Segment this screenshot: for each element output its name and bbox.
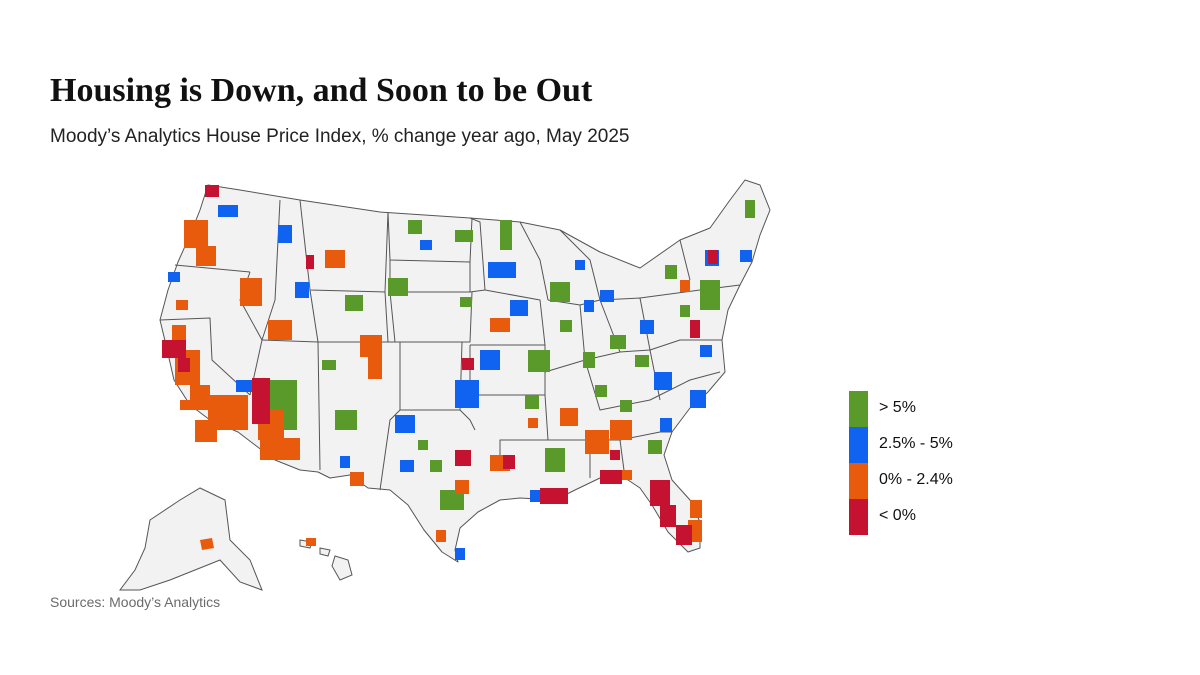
legend-label-lt0: < 0% [879, 507, 916, 524]
legend-label-2_5to5: 2.5% - 5% [879, 435, 953, 452]
source-note: Sources: Moody’s Analytics [50, 594, 221, 610]
chart-subtitle: Moody’s Analytics House Price Index, % c… [50, 126, 630, 147]
legend: > 5% 2.5% - 5% 0% - 2.4% < 0% [849, 391, 989, 535]
legend-swatch-2_5to5 [849, 427, 868, 463]
legend-swatch-0to2_4 [849, 463, 868, 499]
continental-us-outline [159, 179, 771, 563]
alaska-outline [119, 487, 263, 591]
legend-label-gt5: > 5% [879, 399, 916, 416]
metros-gt5 [265, 200, 755, 510]
metros-lt0 [162, 185, 718, 545]
alaska-metro [200, 538, 214, 550]
legend-swatch-gt5 [849, 391, 868, 427]
legend-item-gt5: > 5% [849, 391, 989, 427]
legend-swatch-lt0 [849, 499, 868, 535]
legend-item-0to2_4: 0% - 2.4% [849, 463, 989, 499]
legend-item-2_5to5: 2.5% - 5% [849, 427, 989, 463]
chart-title: Housing is Down, and Soon to be Out [50, 72, 593, 109]
legend-item-lt0: < 0% [849, 499, 989, 535]
legend-label-0to2_4: 0% - 2.4% [879, 471, 953, 488]
